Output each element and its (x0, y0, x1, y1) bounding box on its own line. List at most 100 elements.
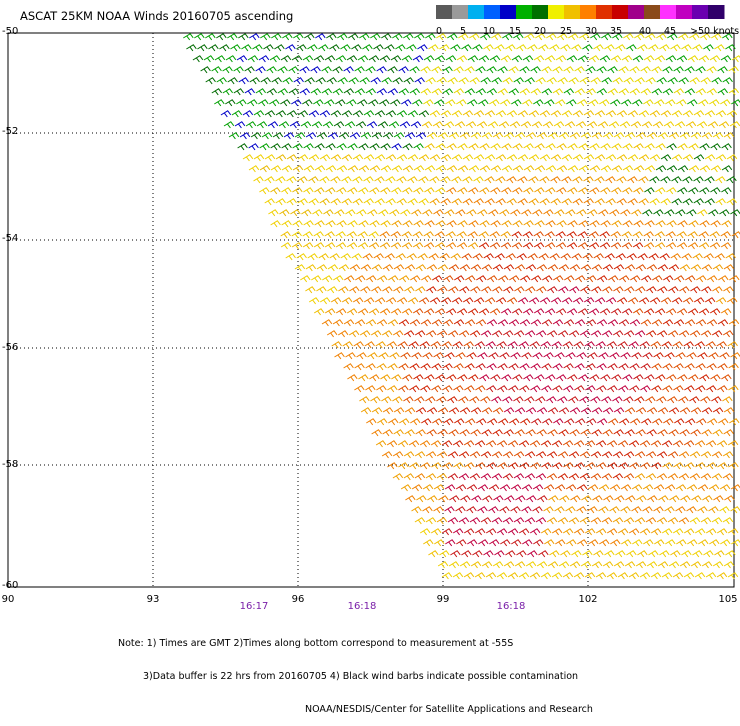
wind-barb (525, 331, 535, 337)
wind-barb (495, 254, 505, 260)
wind-barb (268, 122, 278, 128)
wind-barb (699, 243, 709, 249)
wind-barb (391, 188, 401, 194)
wind-barb (398, 441, 408, 447)
wind-barb (398, 386, 408, 392)
wind-barb (631, 122, 641, 128)
wind-barb (731, 540, 740, 546)
legend-label-40: 40 (639, 26, 651, 37)
wind-barb (366, 67, 376, 73)
wind-barb (527, 45, 537, 51)
wind-barb (488, 210, 498, 216)
wind-barb (336, 56, 346, 62)
wind-barb (634, 166, 644, 172)
wind-barb (648, 551, 658, 557)
wind-barb (436, 166, 446, 172)
wind-barb (370, 34, 380, 40)
wind-barb (303, 243, 313, 249)
wind-barb (642, 122, 652, 128)
wind-barb (366, 276, 376, 282)
wind-barb (601, 166, 611, 172)
wind-barb (308, 254, 318, 260)
wind-barb (632, 485, 642, 491)
wind-barb (463, 199, 473, 205)
wind-barb (716, 155, 726, 161)
wind-barb (326, 144, 336, 150)
wind-barb (530, 463, 540, 469)
wind-barb (731, 353, 740, 359)
wind-barb (705, 177, 715, 183)
wind-barb (518, 298, 528, 304)
wind-barb (552, 573, 562, 579)
wind-barb (467, 485, 477, 491)
wind-barb (533, 100, 543, 106)
wind-barb (574, 529, 584, 535)
wind-barb (335, 100, 345, 106)
wind-barb (545, 309, 555, 315)
wind-barb (422, 122, 432, 128)
wind-barb (658, 265, 668, 271)
wind-barb (613, 331, 623, 337)
wind-barb (390, 353, 400, 359)
wind-barb (651, 573, 661, 579)
wind-barb (290, 122, 300, 128)
wind-barb (612, 166, 622, 172)
wind-barb (432, 419, 442, 425)
wind-barb (623, 397, 633, 403)
wind-barb (721, 309, 731, 315)
wind-barb (647, 430, 657, 436)
wind-barb (434, 540, 444, 546)
wind-barb (570, 133, 580, 139)
wind-barb (578, 188, 588, 194)
wind-barb (631, 210, 641, 216)
wind-barb (613, 452, 623, 458)
wind-barb (591, 331, 601, 337)
wind-barb (551, 177, 561, 183)
wind-barb (507, 111, 517, 117)
wind-barb (464, 386, 474, 392)
wind-barb (392, 144, 402, 150)
wind-barb (530, 386, 540, 392)
wind-barb (651, 529, 661, 535)
wind-barb (679, 331, 689, 337)
wind-barb (465, 276, 475, 282)
wind-barb (336, 243, 346, 249)
wind-barb (369, 188, 379, 194)
wind-barb (722, 144, 732, 150)
wind-barb (536, 474, 546, 480)
wind-barb (669, 562, 679, 568)
wind-barb (595, 199, 605, 205)
wind-barb (625, 265, 635, 271)
wind-barb (608, 67, 618, 73)
wind-barb (445, 485, 455, 491)
wind-barb (559, 496, 569, 502)
wind-barb (688, 188, 698, 194)
wind-barb (314, 232, 324, 238)
wind-barb (363, 254, 373, 260)
wind-barb (452, 199, 462, 205)
wind-barb (612, 144, 622, 150)
wind-barb (442, 529, 452, 535)
wind-barb (293, 34, 303, 40)
wind-barb (534, 188, 544, 194)
wind-barb (654, 485, 664, 491)
wind-barb (628, 298, 638, 304)
wind-barb (702, 496, 712, 502)
wind-barb (276, 155, 286, 161)
wind-barb (470, 452, 480, 458)
wind-barb (720, 100, 730, 106)
wind-barb (399, 364, 409, 370)
wind-barb (325, 56, 335, 62)
wind-barb (487, 364, 497, 370)
wind-barb (679, 78, 689, 84)
wind-barb (535, 221, 545, 227)
legend-swatch (452, 5, 469, 19)
wind-barb (509, 419, 519, 425)
wind-barb (693, 254, 703, 260)
wind-barb (694, 111, 704, 117)
wind-barb (505, 45, 515, 51)
wind-barb (353, 298, 363, 304)
wind-barb (436, 397, 446, 403)
wind-barb (658, 430, 668, 436)
wind-barb (591, 452, 601, 458)
